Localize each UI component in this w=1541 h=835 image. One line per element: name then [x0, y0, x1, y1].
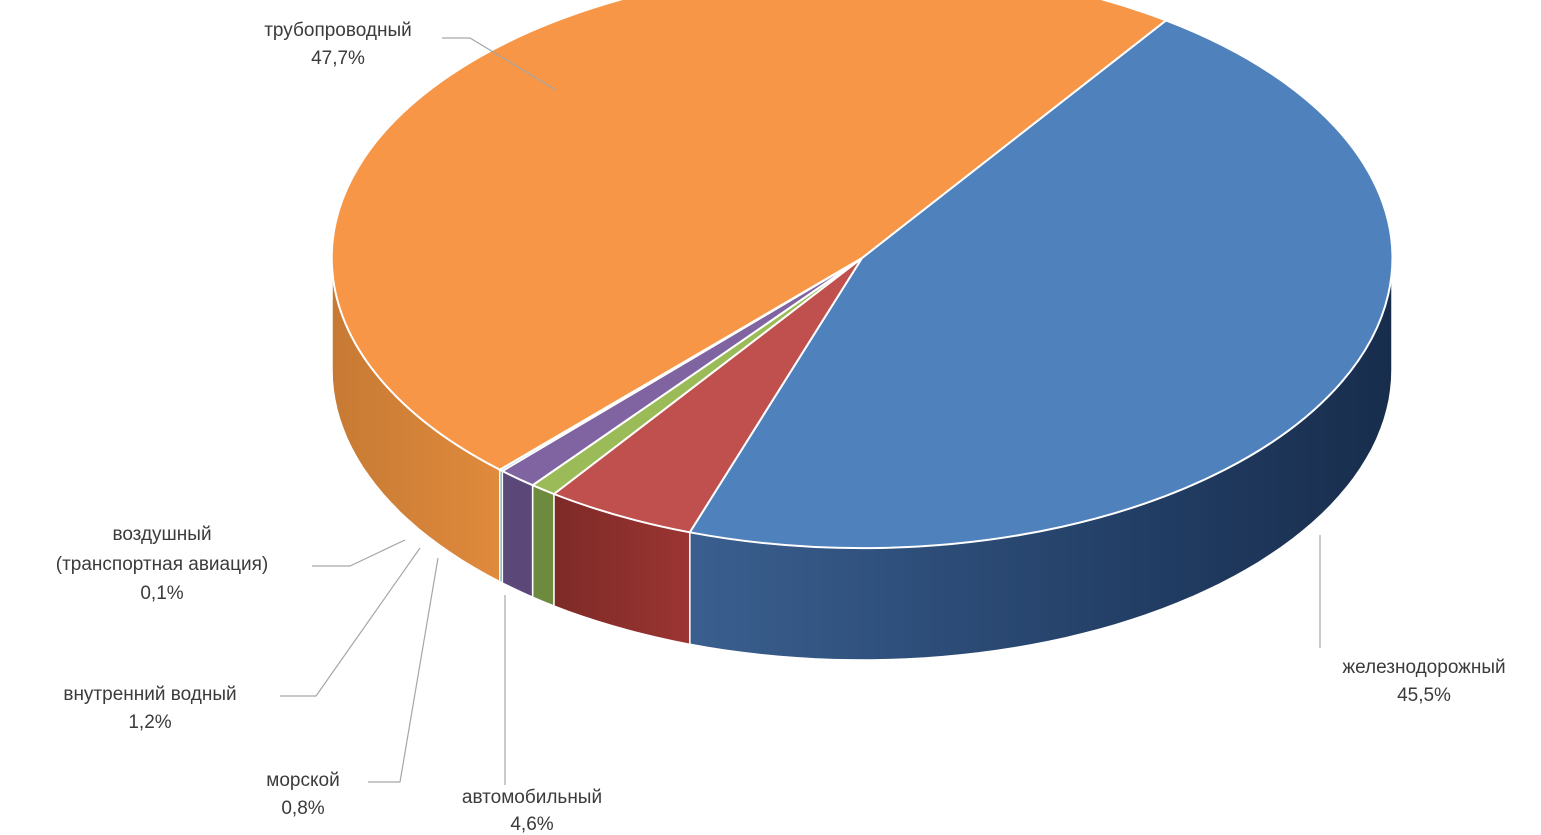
- value-rail: 45,5%: [1397, 685, 1451, 706]
- leader-line-pipeline: [442, 37, 557, 91]
- value-road: 4,6%: [510, 814, 553, 835]
- label-air-line2: (транспортная авиация): [56, 554, 268, 575]
- leader-line-inland-water: [280, 547, 421, 697]
- leader-line-air: [312, 539, 406, 567]
- pie-side-inland-water: [501, 469, 534, 599]
- pie-sides: [331, 257, 1393, 661]
- value-inland-water: 1,2%: [128, 712, 171, 733]
- value-pipeline: 47,7%: [311, 48, 365, 69]
- label-inland-water: внутренний водный: [63, 684, 236, 705]
- pie-slice-rail: [688, 19, 1394, 550]
- pie-slice-pipeline: [330, 0, 1169, 471]
- label-rail: железнодорожный: [1342, 657, 1505, 678]
- pie-side-sea: [531, 484, 555, 608]
- label-sea: морской: [266, 770, 339, 791]
- pie-tops: [330, 0, 1394, 550]
- value-sea: 0,8%: [281, 798, 324, 819]
- leader-lines: [280, 37, 1321, 785]
- label-pipeline: трубопроводный: [264, 20, 412, 41]
- value-air: 0,1%: [140, 583, 183, 604]
- label-road: автомобильный: [462, 787, 602, 808]
- slice-labels: трубопроводный 47,7% железнодорожный 45,…: [56, 20, 1506, 835]
- label-air-line1: воздушный: [112, 524, 211, 545]
- leader-line-sea: [368, 557, 439, 783]
